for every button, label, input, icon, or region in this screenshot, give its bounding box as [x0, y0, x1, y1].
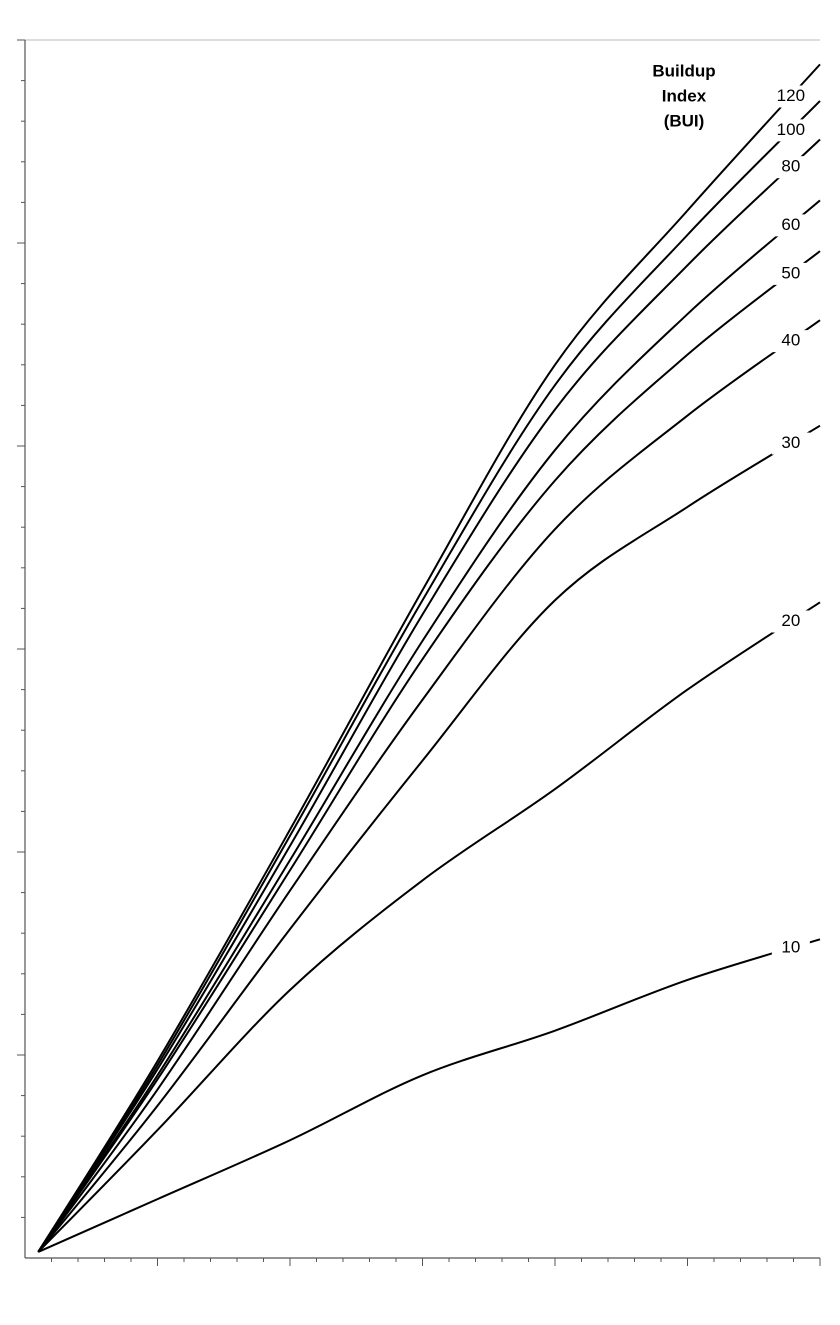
series-label: 50 — [781, 263, 800, 282]
label-bg — [771, 610, 810, 633]
label-bg — [771, 330, 810, 353]
bui-curve — [37, 199, 821, 1253]
label-bg — [771, 262, 810, 285]
label-bg — [771, 85, 810, 108]
series-label: 120 — [777, 86, 805, 105]
series-label: 40 — [781, 331, 800, 350]
series-label: 30 — [781, 433, 800, 452]
label-bg — [771, 937, 810, 960]
series-label: 100 — [777, 120, 805, 139]
bui-curve — [37, 250, 821, 1253]
annotation: (BUI) — [664, 111, 705, 130]
label-bg — [771, 156, 810, 179]
bui-curve — [37, 319, 821, 1253]
label-bg — [771, 214, 810, 237]
label-bg — [771, 432, 810, 455]
bui-curve — [37, 63, 821, 1253]
series-label: 60 — [781, 215, 800, 234]
series-label: 10 — [781, 938, 800, 957]
annotation: Index — [662, 86, 707, 105]
bui-curve — [37, 100, 821, 1253]
bui-curve — [37, 601, 821, 1253]
bui-curve — [37, 938, 821, 1253]
bui-curve — [37, 424, 821, 1253]
label-bg — [771, 119, 810, 142]
series-label: 80 — [781, 157, 800, 176]
series-label: 20 — [781, 611, 800, 630]
annotation: Buildup — [652, 61, 715, 80]
bui-curve — [37, 138, 821, 1253]
